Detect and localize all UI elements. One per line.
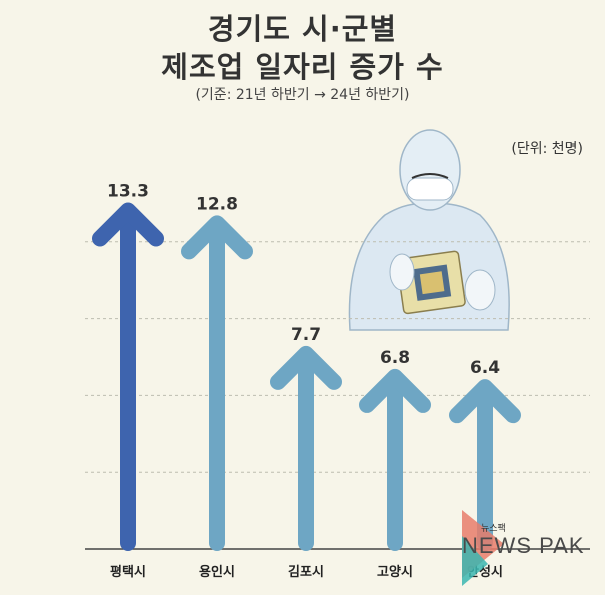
bar-arrow-1 <box>92 202 164 551</box>
chart-gridlines <box>85 241 590 473</box>
data-label: 12.8 <box>196 194 238 214</box>
bar-arrow-2 <box>181 215 253 551</box>
logo-brand-text: NEWS PAK <box>462 533 585 558</box>
newspak-logo <box>448 506 598 590</box>
chart-subtitle: (기준: 21년 하반기 → 24년 하반기) <box>195 87 410 103</box>
bar-arrow-4 <box>359 368 431 551</box>
bar-arrow-5 <box>449 379 521 551</box>
unit-label: (단위: 천명) <box>511 141 583 157</box>
category-label: 김포시 <box>288 565 324 580</box>
chart-title-line1: 경기도 시·군별 <box>207 12 398 46</box>
data-label: 13.3 <box>107 182 149 202</box>
logo-small-text: 뉴스팩 <box>481 524 506 534</box>
chart-title-line2: 제조업 일자리 증가 수 <box>161 50 444 84</box>
category-label: 고양시 <box>377 565 413 580</box>
data-label: 6.4 <box>470 358 500 378</box>
bar-arrow-3 <box>270 345 342 551</box>
data-label: 6.8 <box>380 348 410 368</box>
category-label: 용인시 <box>199 564 235 580</box>
category-label: 평택시 <box>110 564 146 580</box>
worker-illustration <box>348 129 510 331</box>
data-label: 7.7 <box>291 325 321 345</box>
